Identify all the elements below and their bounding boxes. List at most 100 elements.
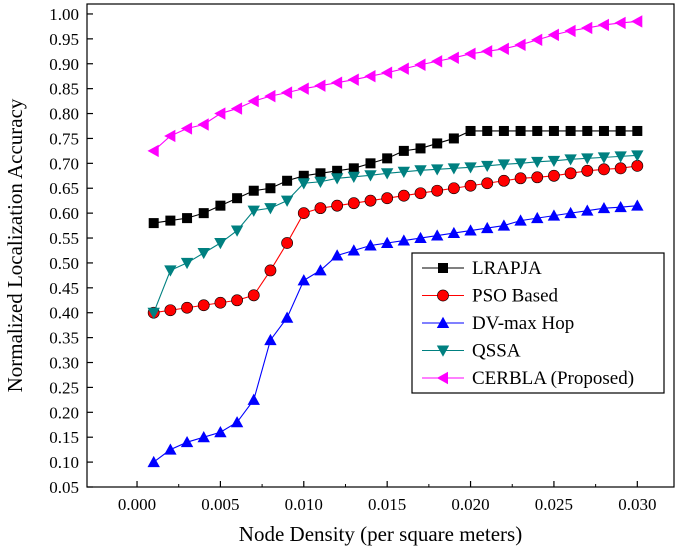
plot-frame	[86, 3, 675, 488]
data-point	[332, 165, 343, 176]
legend-label: PSO Based	[472, 286, 559, 307]
data-point	[631, 159, 644, 172]
y-tick-label: 0.25	[49, 378, 79, 397]
data-point	[414, 58, 426, 71]
data-point	[314, 176, 327, 188]
axes-group: 0.000 0.005 0.010 0.015 0.020 0.025 0.030 0.05 0…	[49, 5, 656, 514]
data-point	[564, 167, 577, 180]
data-point	[614, 151, 627, 163]
data-point	[197, 247, 210, 260]
data-point	[314, 202, 327, 215]
data-point	[331, 199, 344, 212]
data-point	[548, 169, 560, 182]
legend-entry: QSSA	[422, 341, 521, 362]
data-point	[531, 171, 544, 184]
data-point	[581, 21, 593, 35]
y-tick-label: 0.90	[49, 55, 79, 74]
data-point	[147, 144, 159, 158]
data-point	[481, 45, 493, 58]
data-point	[597, 18, 609, 32]
data-point	[447, 51, 459, 64]
data-point	[347, 197, 360, 210]
y-tick-label: 1.00	[49, 5, 79, 24]
y-tick-label: 0.05	[49, 478, 79, 497]
legend-marker	[438, 263, 448, 273]
data-point	[498, 125, 509, 136]
data-point	[214, 426, 227, 438]
data-point	[181, 301, 193, 314]
data-point	[498, 174, 510, 187]
data-point	[482, 125, 493, 136]
data-point	[330, 249, 344, 261]
data-point	[347, 244, 361, 256]
data-point	[380, 66, 393, 79]
data-point	[465, 125, 476, 136]
data-point	[581, 204, 594, 216]
legend: LRAPJA PSO Based DV-max Hop QSSA CERBLA (Pro…	[411, 252, 665, 394]
data-point	[230, 102, 243, 115]
data-point	[381, 192, 394, 205]
data-point	[582, 125, 593, 136]
data-point	[364, 70, 376, 83]
data-point	[247, 393, 260, 405]
data-point	[330, 173, 344, 185]
y-tick-label: 0.50	[49, 254, 79, 273]
data-point	[347, 73, 359, 86]
data-point	[282, 175, 293, 186]
data-point	[380, 168, 394, 180]
series-line	[153, 130, 638, 224]
data-point	[631, 150, 644, 162]
data-point	[597, 152, 611, 164]
y-axis-title: Normalized Localization Accuracy	[3, 98, 27, 392]
legend-label: LRAPJA	[472, 258, 542, 279]
data-point	[397, 234, 411, 246]
data-point	[464, 47, 476, 60]
data-point	[614, 16, 626, 30]
series-2	[147, 199, 644, 468]
data-point	[397, 166, 411, 179]
data-point	[264, 264, 277, 277]
data-point	[197, 118, 209, 131]
data-point	[514, 172, 527, 185]
y-tick-label: 0.15	[49, 428, 79, 447]
y-tick-label: 0.30	[49, 354, 79, 373]
data-point	[297, 82, 309, 95]
data-point	[514, 214, 527, 226]
data-point	[481, 160, 494, 173]
data-point	[281, 237, 294, 249]
x-tick-label: 0.010	[285, 495, 323, 514]
data-point	[514, 38, 526, 52]
data-point	[180, 435, 194, 448]
data-point	[180, 257, 194, 270]
data-point	[514, 158, 527, 170]
data-point	[264, 203, 277, 215]
series-group	[147, 15, 644, 468]
data-point	[198, 208, 209, 219]
data-point	[631, 199, 644, 211]
data-point	[314, 264, 327, 276]
legend-entry: PSO Based	[422, 286, 559, 307]
data-point	[214, 107, 226, 120]
x-tick-label: 0.020	[451, 495, 489, 514]
data-point	[214, 238, 227, 250]
data-point	[415, 143, 426, 154]
data-point	[532, 125, 543, 136]
y-tick-label: 0.35	[49, 329, 79, 348]
legend-entry: LRAPJA	[422, 258, 542, 279]
data-point	[382, 153, 393, 164]
series-4	[147, 15, 643, 158]
legend-label: CERBLA (Proposed)	[472, 368, 634, 389]
data-point	[565, 125, 576, 136]
data-point	[364, 170, 377, 182]
data-point	[430, 229, 444, 241]
data-point	[330, 76, 343, 89]
data-point	[182, 213, 193, 224]
data-point	[564, 154, 577, 166]
legend-label: DV-max Hop	[472, 313, 574, 334]
data-point	[481, 177, 494, 190]
data-point	[447, 226, 461, 239]
data-point	[214, 296, 227, 309]
legend-entry: CERBLA (Proposed)	[422, 368, 634, 389]
data-point	[347, 171, 361, 183]
